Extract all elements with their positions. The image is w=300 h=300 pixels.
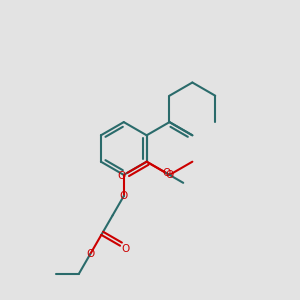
Text: O: O <box>117 171 126 181</box>
Text: O: O <box>122 244 130 254</box>
Text: O: O <box>162 168 170 178</box>
Text: O: O <box>86 249 94 259</box>
Text: O: O <box>120 191 128 201</box>
Text: O: O <box>165 170 174 180</box>
